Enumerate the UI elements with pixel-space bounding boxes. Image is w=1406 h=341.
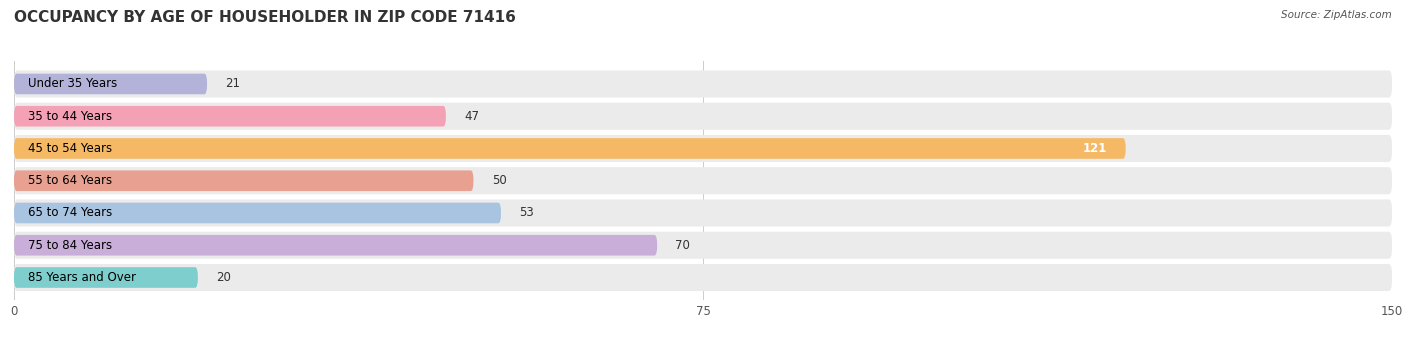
- FancyBboxPatch shape: [14, 167, 1392, 194]
- FancyBboxPatch shape: [14, 135, 1392, 162]
- FancyBboxPatch shape: [14, 203, 501, 223]
- FancyBboxPatch shape: [14, 106, 446, 127]
- FancyBboxPatch shape: [14, 103, 1392, 130]
- Text: 55 to 64 Years: 55 to 64 Years: [28, 174, 112, 187]
- Text: 47: 47: [464, 110, 479, 123]
- FancyBboxPatch shape: [14, 170, 474, 191]
- Text: 50: 50: [492, 174, 506, 187]
- Text: 75 to 84 Years: 75 to 84 Years: [28, 239, 112, 252]
- Text: OCCUPANCY BY AGE OF HOUSEHOLDER IN ZIP CODE 71416: OCCUPANCY BY AGE OF HOUSEHOLDER IN ZIP C…: [14, 10, 516, 25]
- Text: 21: 21: [225, 77, 240, 90]
- Text: 65 to 74 Years: 65 to 74 Years: [28, 207, 112, 220]
- FancyBboxPatch shape: [14, 199, 1392, 226]
- FancyBboxPatch shape: [14, 232, 1392, 259]
- FancyBboxPatch shape: [14, 267, 198, 288]
- FancyBboxPatch shape: [14, 70, 1392, 98]
- Text: Source: ZipAtlas.com: Source: ZipAtlas.com: [1281, 10, 1392, 20]
- FancyBboxPatch shape: [14, 138, 1126, 159]
- Text: 85 Years and Over: 85 Years and Over: [28, 271, 136, 284]
- Text: 70: 70: [675, 239, 690, 252]
- Text: 53: 53: [519, 207, 534, 220]
- FancyBboxPatch shape: [14, 264, 1392, 291]
- Text: 121: 121: [1083, 142, 1107, 155]
- FancyBboxPatch shape: [14, 74, 207, 94]
- Text: Under 35 Years: Under 35 Years: [28, 77, 117, 90]
- Text: 45 to 54 Years: 45 to 54 Years: [28, 142, 112, 155]
- Text: 35 to 44 Years: 35 to 44 Years: [28, 110, 112, 123]
- Text: 20: 20: [217, 271, 231, 284]
- FancyBboxPatch shape: [14, 235, 657, 255]
